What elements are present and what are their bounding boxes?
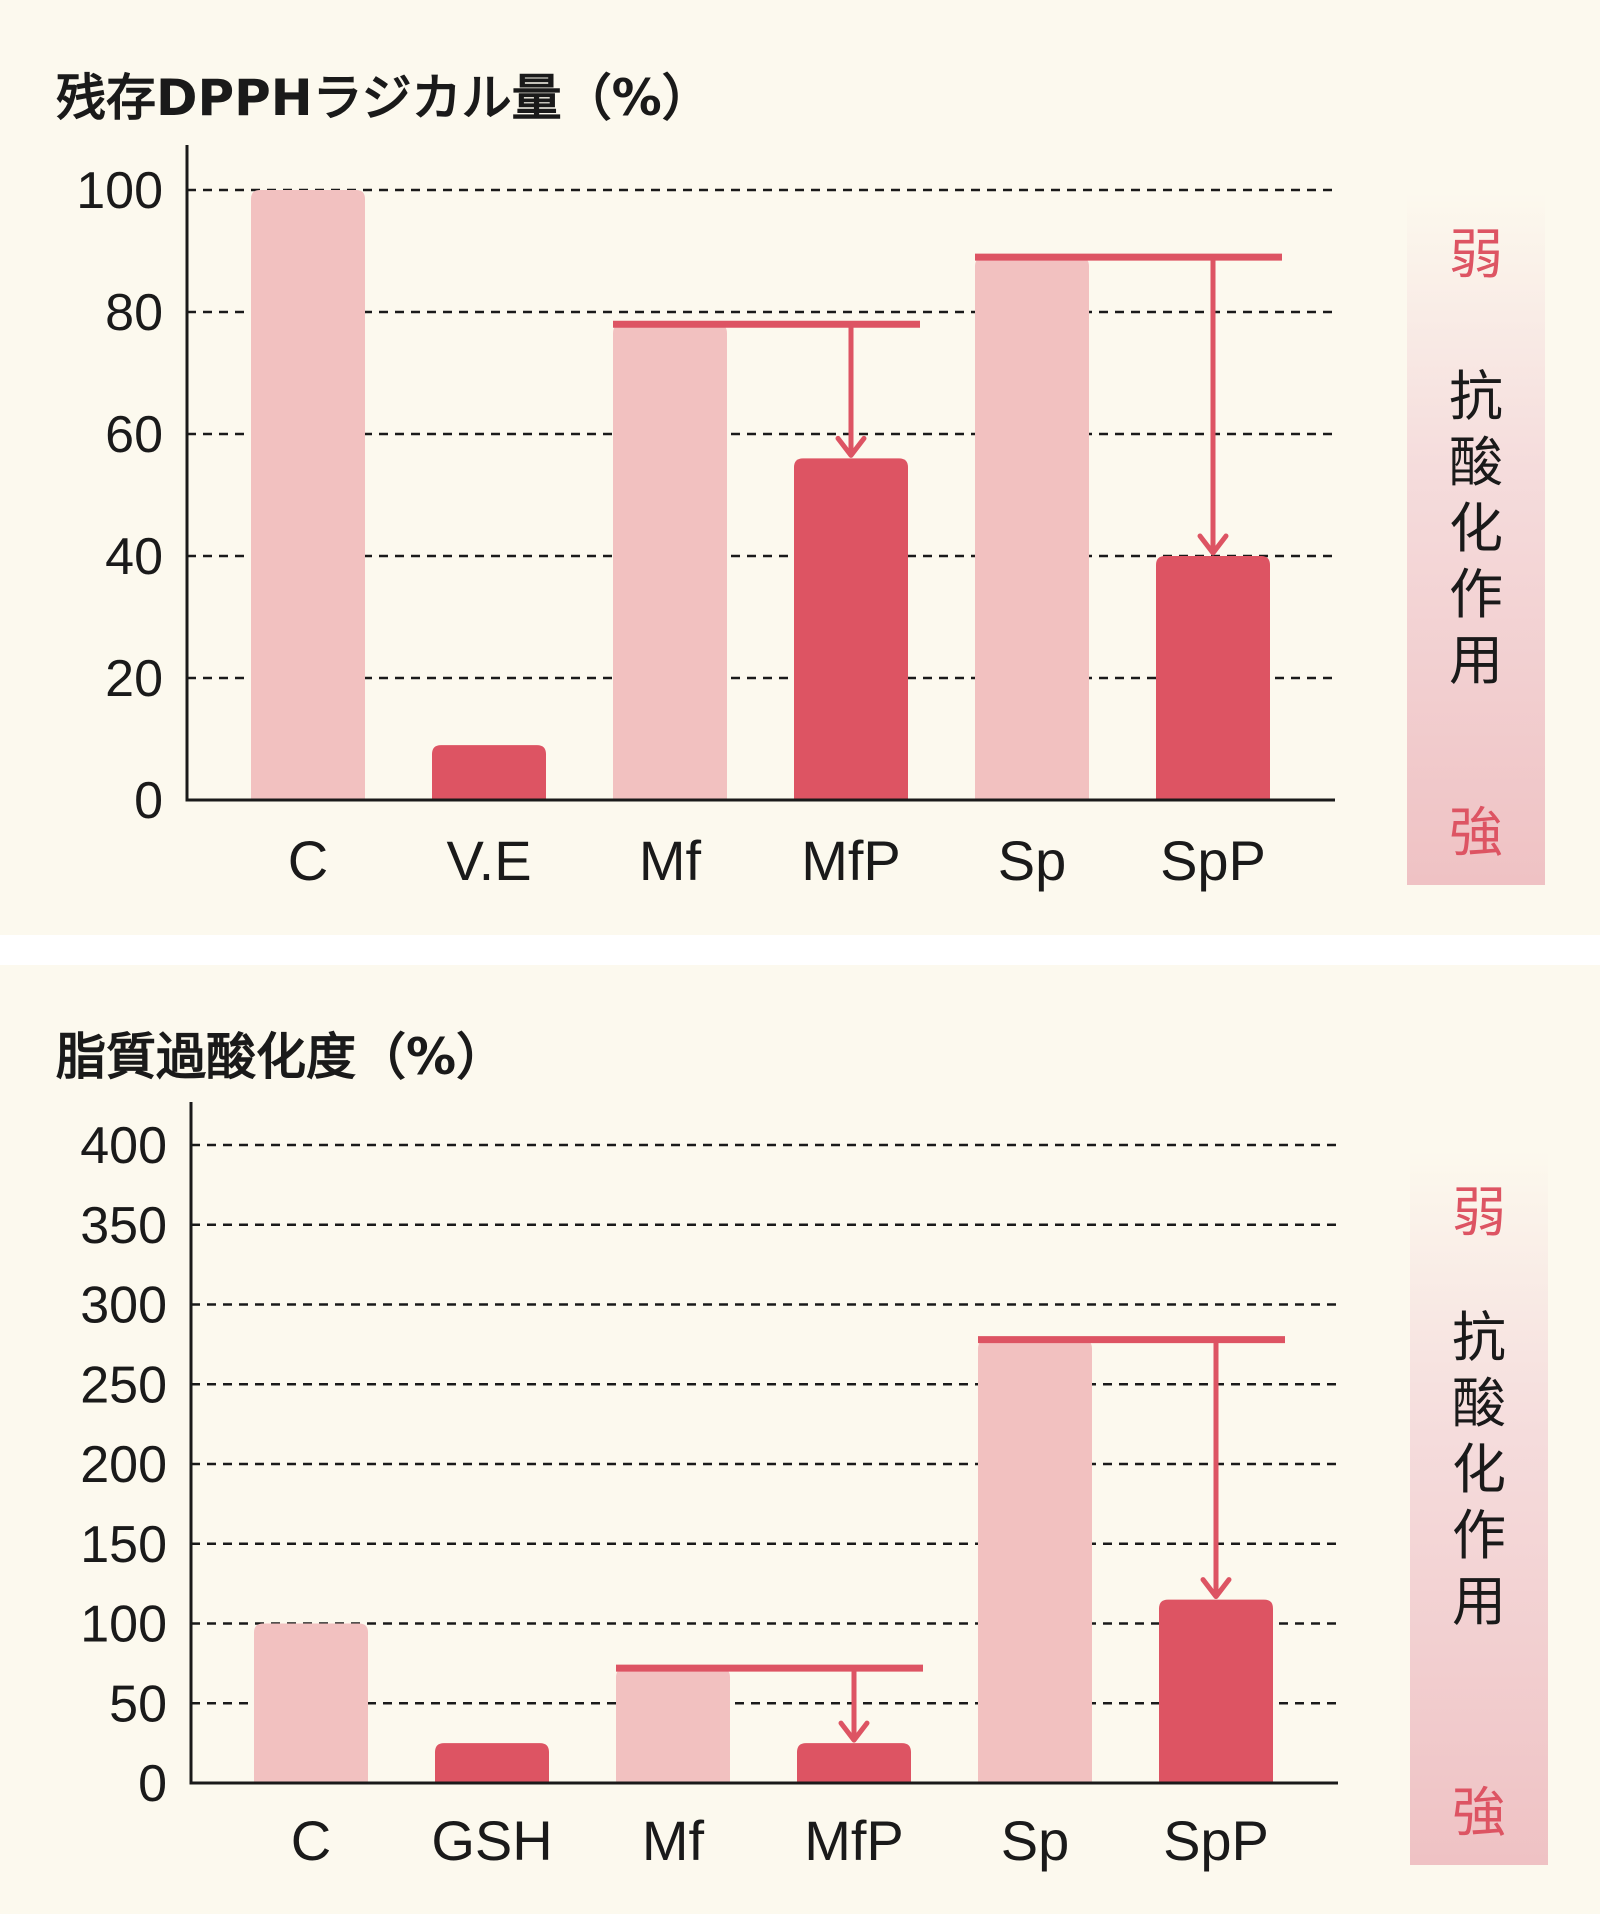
y-tick-label: 20: [105, 650, 163, 708]
comparison-arrow-sp: [978, 1336, 1285, 1600]
x-tick-label: Mf: [642, 1809, 705, 1872]
dpph-chart-plot: 0 20 40 60 80 100 C V.E Mf MfP Sp SpP: [76, 145, 1335, 892]
scale-effect-char: 抗: [1452, 1306, 1506, 1369]
antioxidant-scale-band: 弱 抗 酸 化 作 用 強: [1407, 192, 1545, 885]
y-tick-label: 0: [134, 772, 163, 830]
dpph-chart-panel: 残存DPPHラジカル量（%） 0 20 40 60 80 100 C V.E Mf MfP Sp Sp…: [0, 0, 1600, 935]
x-tick-label: C: [288, 829, 328, 892]
x-tick-label: SpP: [1160, 829, 1266, 892]
scale-effect-char: 作: [1452, 1504, 1506, 1567]
chart-title: 残存DPPHラジカル量（%）: [56, 69, 712, 127]
scale-effect-char: 用: [1449, 629, 1503, 692]
lipid-chart-plot: 0 50 100 150 200 250 300 350 400 C GSH Mf MfP Sp SpP: [80, 1102, 1338, 1872]
x-tick-label: C: [291, 1809, 331, 1872]
y-tick-label: 150: [80, 1516, 167, 1574]
scale-strong-label: 強: [1452, 1781, 1506, 1844]
comparison-arrow-mf: [616, 1664, 923, 1743]
x-tick-label: Sp: [1001, 1809, 1070, 1872]
scale-effect-char: 酸: [1449, 431, 1503, 494]
scale-effect-char: 用: [1452, 1570, 1506, 1633]
scale-strong-label: 強: [1449, 801, 1503, 864]
comparison-arrow-sp: [975, 253, 1282, 556]
bar-ve: [432, 745, 546, 800]
y-tick-label: 300: [80, 1277, 167, 1335]
scale-weak-label: 弱: [1449, 223, 1503, 286]
x-tick-label: GSH: [431, 1809, 552, 1872]
bar-gsh: [435, 1743, 549, 1783]
bar-mf: [613, 324, 727, 800]
x-tick-label: SpP: [1163, 1809, 1269, 1872]
arrow-head: [835, 435, 867, 458]
x-tick-label: Mf: [639, 829, 702, 892]
bar-sp: [975, 257, 1089, 801]
x-tick-label: Sp: [998, 829, 1067, 892]
y-tick-label: 40: [105, 528, 163, 586]
y-tick-label: 60: [105, 406, 163, 464]
y-tick-label: 100: [80, 1596, 167, 1654]
y-tick-label: 200: [80, 1436, 167, 1494]
scale-effect-char: 酸: [1452, 1372, 1506, 1435]
panel-divider: [0, 935, 1600, 965]
scale-effect-char: 化: [1452, 1438, 1506, 1501]
chart-title: 脂質過酸化度（%）: [56, 1028, 507, 1086]
scale-weak-label: 弱: [1452, 1181, 1506, 1244]
x-tick-label: MfP: [804, 1809, 904, 1872]
bar-mfp: [794, 458, 908, 800]
arrow-head: [838, 1720, 870, 1743]
scale-effect-label: 抗 酸 化 作 用: [1407, 364, 1545, 694]
bar-mf: [616, 1668, 730, 1783]
bar-c: [251, 190, 365, 800]
x-tick-label: MfP: [801, 829, 901, 892]
bar-c: [254, 1623, 368, 1783]
comparison-arrow-mf: [613, 320, 920, 458]
y-tick-label: 0: [138, 1755, 167, 1813]
scale-effect-char: 抗: [1449, 365, 1503, 428]
lipid-peroxidation-chart-panel: 脂質過酸化度（%） 0 50 100 150 200 250 300 350 400 C GSH Mf…: [0, 965, 1600, 1914]
y-tick-label: 50: [109, 1675, 167, 1733]
bar-mfp: [797, 1743, 911, 1783]
y-tick-label: 100: [76, 162, 163, 220]
y-tick-label: 80: [105, 284, 163, 342]
bar-spp: [1159, 1599, 1273, 1783]
bar-spp: [1156, 556, 1270, 800]
bar-sp: [978, 1339, 1092, 1783]
antioxidant-scale-band: 弱 抗 酸 化 作 用 強: [1410, 1150, 1548, 1865]
x-tick-label: V.E: [446, 829, 531, 892]
y-tick-label: 350: [80, 1197, 167, 1255]
scale-effect-char: 化: [1449, 497, 1503, 560]
y-tick-label: 400: [80, 1117, 167, 1175]
scale-effect-label: 抗 酸 化 作 用: [1410, 1305, 1548, 1635]
scale-effect-char: 作: [1449, 563, 1503, 626]
y-tick-label: 250: [80, 1356, 167, 1414]
arrow-head: [1200, 1577, 1232, 1600]
arrow-head: [1197, 533, 1229, 556]
